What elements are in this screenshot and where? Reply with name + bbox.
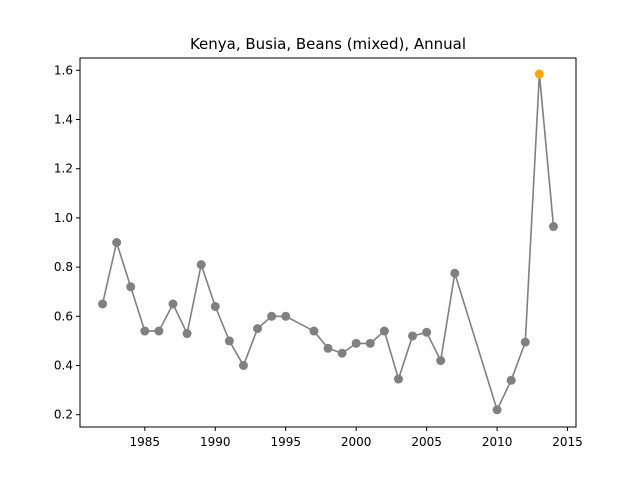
highlighted-data-point — [534, 69, 544, 79]
data-point — [506, 375, 516, 385]
x-tick-label: 2010 — [482, 435, 513, 449]
data-point — [267, 311, 277, 321]
y-tick-label: 0.2 — [54, 408, 73, 422]
chart-title: Kenya, Busia, Beans (mixed), Annual — [190, 35, 466, 53]
data-point — [182, 329, 192, 339]
x-tick-label: 2015 — [552, 435, 583, 449]
data-point — [365, 338, 375, 348]
data-point — [379, 326, 389, 336]
y-tick-label: 1.4 — [54, 113, 73, 127]
data-point — [323, 343, 333, 353]
series-line-path — [101, 73, 555, 412]
series-line — [101, 73, 555, 412]
data-point — [436, 356, 446, 366]
x-tick-label: 2005 — [411, 435, 442, 449]
y-tick-label: 1.2 — [54, 162, 73, 176]
x-tick-label: 1995 — [270, 435, 301, 449]
plot-frame — [79, 57, 577, 428]
data-point — [253, 324, 263, 334]
data-point — [210, 301, 220, 311]
x-tick-label: 1985 — [130, 435, 161, 449]
data-point — [196, 260, 206, 270]
x-tick-label: 1990 — [200, 435, 231, 449]
data-point — [393, 374, 403, 384]
data-point — [154, 326, 164, 336]
data-point — [98, 299, 108, 309]
y-tick-label: 0.6 — [54, 309, 73, 323]
data-point — [281, 311, 291, 321]
data-point — [168, 299, 178, 309]
data-point — [450, 268, 460, 278]
data-point — [337, 348, 347, 358]
data-points — [98, 69, 558, 415]
x-tick-label: 2000 — [341, 435, 372, 449]
data-point — [112, 238, 122, 247]
data-point — [492, 405, 502, 415]
data-point — [224, 336, 234, 346]
data-point — [238, 361, 248, 370]
y-tick-label: 1.0 — [54, 211, 73, 225]
axis-ticks: 1985 1990 1995 2000 2005 2010 2015 0.2 0.4 0.6 0.8… — [54, 63, 583, 449]
y-tick-label: 1.6 — [54, 63, 73, 77]
data-point — [520, 337, 530, 347]
data-point — [351, 338, 361, 348]
data-point — [548, 222, 558, 232]
data-point — [140, 326, 150, 336]
y-tick-label: 0.8 — [54, 260, 73, 274]
y-tick-label: 0.4 — [54, 359, 73, 373]
data-point — [408, 331, 418, 341]
data-point — [422, 327, 432, 337]
data-point — [126, 282, 136, 292]
data-point — [309, 326, 319, 336]
